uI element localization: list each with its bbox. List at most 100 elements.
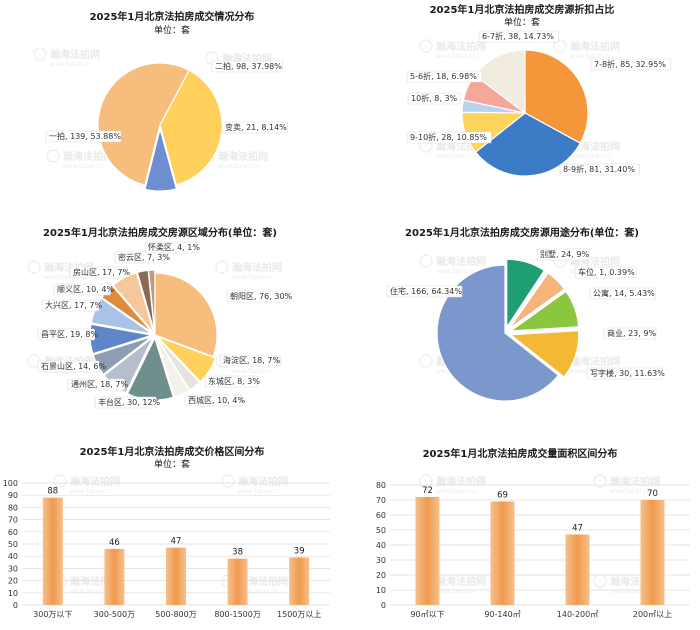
data-label-9: 顺义区, 10, 4%: [57, 285, 114, 294]
data-label-box: [41, 299, 99, 312]
bar-0: [415, 497, 440, 605]
data-label-2: 9-10折, 28, 10.85%: [410, 132, 487, 142]
chart-panel-area-range: 2025年1月北京法拍房成交量面积区间分布 瀚海法拍网 www.fapai.cn 瀚…: [350, 435, 700, 630]
watermark-logo-icon: [593, 474, 607, 488]
watermark-logo-icon: [419, 354, 433, 368]
pie-chart-district: 2025年1月北京法拍房成交房源区域分布(单位：套) 瀚海法拍网www.fapa…: [27, 226, 293, 409]
x-tick-label: 500-800万: [155, 610, 196, 619]
watermark-logo-icon: [419, 474, 433, 488]
chart-subtitle: 单位：套: [504, 16, 540, 28]
watermark-text: 瀚海法拍网: [610, 475, 660, 488]
x-tick-label: 140-200㎡: [557, 610, 598, 619]
y-tick-label: 70: [8, 516, 18, 525]
data-label-box: [586, 367, 663, 380]
watermark-logo-icon: [33, 47, 47, 61]
pie-slice-12: [147, 269, 156, 333]
bar-3: [640, 500, 665, 605]
watermark-logo-icon: [419, 254, 433, 268]
pie-slice-0: [159, 69, 223, 186]
data-label-box: [45, 130, 122, 143]
pie-slice-1: [157, 336, 217, 383]
y-tick-label: 80: [8, 503, 18, 512]
watermark-url: www.fapai.cn: [63, 163, 103, 170]
data-label-box: [406, 70, 483, 83]
data-label-0: 二拍, 98, 37.98%: [215, 61, 282, 71]
chart-panel-auction-round: 2025年1月北京法拍房成交情况分布 单位：套 瀚海法拍网 www.fapai.c…: [0, 0, 350, 210]
bar-value-label: 46: [109, 538, 120, 548]
chart-panel-discount: 2025年1月北京法拍房成交房源折扣占比 单位：套 瀚海法拍网 www.fapai…: [350, 0, 700, 210]
y-tick-label: 60: [8, 528, 18, 537]
y-tick-label: 10: [376, 586, 386, 595]
data-label-12: 怀柔区, 4, 1%: [148, 242, 200, 252]
data-label-0: 别墅, 24, 9%: [540, 249, 589, 259]
data-label-11: 密云区, 7, 3%: [118, 252, 170, 262]
chart-title: 2025年1月北京法拍房成交价格区间分布: [80, 445, 265, 458]
watermark-logo-icon: [221, 474, 235, 488]
watermark-url: www.fapai.cn: [238, 588, 278, 595]
chart-title: 2025年1月北京法拍房成交房源用途分布(单位：套): [405, 226, 639, 239]
watermark-text: 瀚海法拍网: [436, 255, 486, 268]
data-label-1: 变卖, 21, 8.14%: [225, 122, 287, 132]
watermark-text: 瀚海法拍网: [238, 575, 288, 588]
pie-slice-0: [506, 258, 546, 330]
data-label-box: [590, 58, 671, 71]
watermark-url: www.fapai.cn: [436, 153, 476, 160]
data-label-box: [536, 248, 590, 261]
pie-slice-1: [507, 270, 549, 329]
y-tick-label: 50: [376, 526, 386, 535]
data-label-box: [221, 121, 289, 134]
data-label-box: [219, 354, 277, 367]
watermark-url: www.fapai.cn: [436, 53, 476, 60]
watermark-url: www.fapai.cn: [70, 588, 110, 595]
y-tick-label: 0: [13, 601, 18, 610]
data-label-3: 西城区, 10, 4%: [188, 396, 245, 405]
watermark-url: www.fapai.cn: [50, 61, 90, 68]
data-label-box: [574, 266, 637, 279]
bar-value-label: 38: [232, 548, 243, 558]
watermark-text: 瀚海法拍网: [436, 475, 486, 488]
chart-title: 2025年1月北京法拍房成交房源折扣占比: [430, 3, 615, 16]
data-label-1: 8-9折, 81, 31.40%: [563, 164, 635, 174]
bar-value-label: 72: [422, 486, 433, 496]
chart-title: 2025年1月北京法拍房成交情况分布: [90, 10, 255, 23]
y-tick-label: 30: [8, 564, 18, 573]
data-label-box: [184, 394, 242, 407]
bar-1: [490, 501, 515, 605]
data-label-box: [559, 163, 640, 176]
pie-chart-usage: 2025年1月北京法拍房成交房源用途分布(单位：套) 瀚海法拍网www.fapa…: [386, 226, 665, 402]
pie-slice-0: [154, 272, 218, 358]
y-tick-label: 90: [8, 491, 18, 500]
y-tick-label: 0: [381, 601, 386, 610]
data-label-box: [478, 30, 559, 43]
watermark-text: 瀚海法拍网: [436, 40, 486, 53]
pie-slice-1: [474, 112, 582, 177]
watermark-logo-icon: [46, 149, 60, 163]
bar-chart-area-range: 2025年1月北京法拍房成交量面积区间分布 瀚海法拍网www.fapai.cn瀚…: [376, 447, 690, 619]
pie-slice-3: [155, 337, 190, 398]
data-label-box: [407, 92, 461, 105]
y-tick-label: 30: [376, 556, 386, 565]
watermark-url: www.fapai.cn: [570, 53, 610, 60]
watermark-url: www.fapai.cn: [218, 163, 258, 170]
data-label-box: [94, 396, 157, 409]
data-label-box: [114, 251, 168, 264]
chart-panel-district: 2025年1月北京法拍房成交房源区域分布(单位：套) 瀚海法拍网 www.fapa…: [0, 215, 350, 425]
data-label-box: [69, 266, 127, 279]
watermark-logo-icon: [215, 260, 229, 274]
data-label-10: 房山区, 17, 7%: [73, 267, 130, 277]
y-tick-label: 40: [376, 541, 386, 550]
bar-value-label: 47: [171, 537, 182, 547]
data-label-box: [226, 290, 289, 303]
data-label-box: [603, 327, 657, 340]
data-label-2: 公寓, 14, 5.43%: [593, 288, 655, 298]
chart-panel-usage: 2025年1月北京法拍房成交房源用途分布(单位：套) 瀚海法拍网 www.fapa…: [350, 215, 700, 425]
watermark-url: www.fapai.cn: [610, 488, 650, 495]
watermark-logo-icon: [53, 474, 67, 488]
x-tick-label: 1500万以上: [277, 610, 321, 619]
pie-chart-auction-round: 2025年1月北京法拍房成交情况分布 单位：套 瀚海法拍网www.fapai.c…: [33, 10, 289, 192]
watermark-text: 瀚海法拍网: [570, 140, 620, 153]
data-label-box: [386, 285, 463, 298]
bar-2: [166, 547, 186, 605]
data-label-8: 大兴区, 17, 7%: [45, 300, 102, 310]
data-label-box: [144, 241, 198, 254]
